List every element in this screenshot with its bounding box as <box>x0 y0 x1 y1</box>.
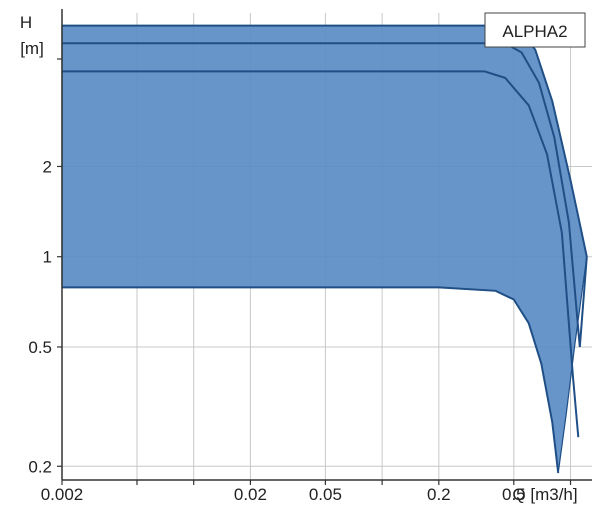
series-curve-4 <box>62 286 560 474</box>
y-tick-label: 1 <box>43 248 52 267</box>
tick-labels: 0.2 0.5 1 2 0.002 0.02 0.05 0.2 0.5 <box>28 157 525 504</box>
x-axis-title: Q [m3/h] <box>512 485 577 504</box>
legend-label: ALPHA2 <box>502 22 567 41</box>
x-tick-label: 0.5 <box>502 485 526 504</box>
y-axis-title-line1: H <box>20 13 32 32</box>
x-tick-label: 0.002 <box>41 485 84 504</box>
x-tick-label: 0.2 <box>427 485 451 504</box>
axes <box>57 9 592 485</box>
series-curve-3 <box>62 70 580 438</box>
x-tick-label: 0.02 <box>234 485 267 504</box>
series-curve-2 <box>62 42 588 348</box>
operating-range-area <box>61 25 588 474</box>
y-tick-label: 0.5 <box>28 338 52 357</box>
operating-envelope <box>61 25 588 474</box>
y-tick-label: 0.2 <box>28 457 52 476</box>
legend-box: ALPHA2 <box>484 12 586 48</box>
y-tick-label: 2 <box>43 157 52 176</box>
y-axis-title-line2: [m] <box>20 39 44 58</box>
x-tick-label: 0.05 <box>309 485 342 504</box>
